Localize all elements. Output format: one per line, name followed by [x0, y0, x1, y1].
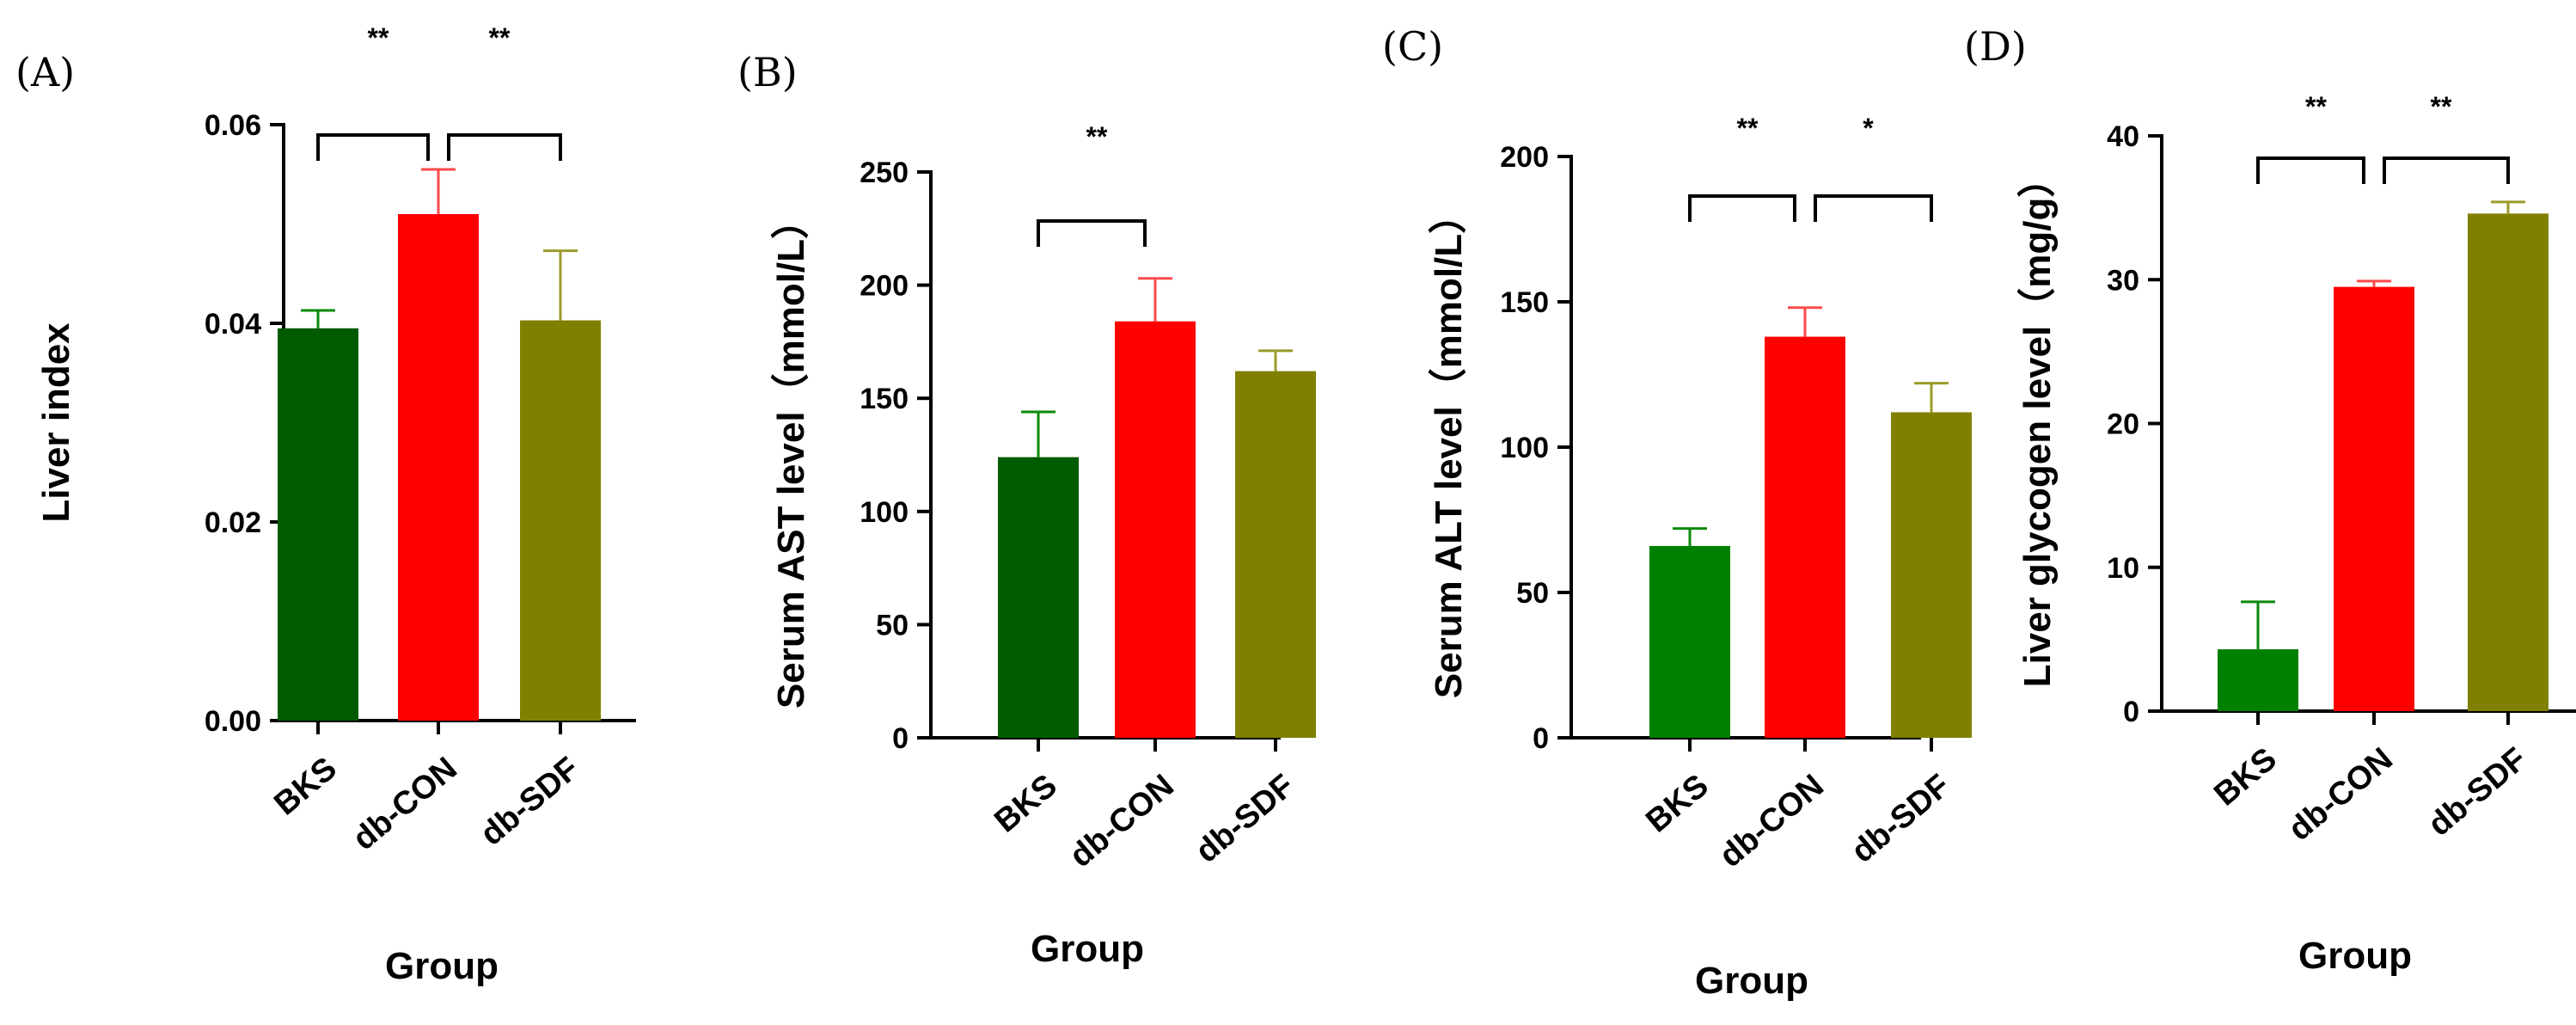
significance-label: **	[2305, 91, 2327, 122]
bar-BKS	[278, 328, 358, 721]
y-tick-label: 250	[860, 157, 909, 189]
y-axis-label: Liver glycogen level（mg/g）	[2016, 160, 2059, 688]
bar-db-CON	[1765, 336, 1845, 738]
significance-bracket	[2383, 157, 2510, 184]
significance-bracket	[1814, 194, 1933, 222]
y-tick-label: 200	[860, 270, 909, 303]
bar-BKS	[2218, 649, 2298, 711]
y-tick-label: 50	[1516, 577, 1549, 610]
y-tick-label: 40	[2107, 120, 2139, 153]
x-axis-label: Group	[1695, 960, 1808, 1002]
panel-letter: (D)	[1964, 23, 2027, 70]
y-tick-label: 0.02	[205, 506, 261, 539]
panel-letter: (C)	[1382, 23, 1443, 70]
y-tick-label: 150	[860, 383, 909, 415]
bar-db-SDF	[2468, 213, 2548, 711]
bar-db-CON	[1115, 321, 1196, 738]
y-tick-label: 0	[892, 722, 909, 755]
x-axis-label: Group	[385, 945, 499, 987]
y-tick-label: 0.04	[205, 308, 261, 341]
significance-bracket	[316, 133, 430, 161]
significance-label: **	[1086, 121, 1108, 152]
y-tick-label: 100	[860, 496, 909, 529]
y-tick-label: 150	[1500, 286, 1549, 319]
y-axis-label: Serum ALT level（mmol/L）	[1428, 196, 1470, 698]
bar-BKS	[1649, 545, 1730, 738]
y-tick-label: 20	[2107, 408, 2139, 441]
chart-panel-4: (D)Liver glycogen level（mg/g）010203040BK…	[1964, 23, 2576, 977]
significance-label: **	[489, 22, 511, 53]
bar-db-CON	[398, 213, 479, 721]
bar-db-SDF	[1235, 371, 1316, 738]
y-tick-label: 30	[2107, 264, 2139, 297]
significance-bracket	[1037, 219, 1147, 247]
panel-letter: (B)	[737, 49, 798, 95]
y-tick-label: 0	[2123, 696, 2139, 728]
y-tick-label: 10	[2107, 552, 2139, 585]
y-tick-label: 0.00	[205, 705, 261, 738]
bar-db-SDF	[1891, 412, 1972, 738]
x-axis-label: Group	[2298, 935, 2412, 977]
y-tick-label: 100	[1500, 432, 1549, 464]
y-tick-label: 0.06	[205, 109, 261, 142]
significance-bracket	[447, 133, 562, 161]
significance-bracket	[2256, 157, 2365, 184]
y-axis-label: Serum AST level（mmol/L）	[770, 201, 812, 709]
x-axis-label: Group	[1031, 928, 1144, 970]
y-axis-label: Liver index	[35, 322, 77, 523]
significance-label: **	[2431, 91, 2452, 122]
y-tick-label: 0	[1533, 722, 1549, 755]
y-tick-label: 200	[1500, 141, 1549, 174]
significance-label: **	[1737, 113, 1759, 144]
significance-label: **	[368, 22, 389, 53]
bar-db-CON	[2334, 286, 2414, 711]
significance-bracket	[1688, 194, 1796, 222]
bar-BKS	[998, 457, 1079, 738]
bar-db-SDF	[520, 320, 601, 721]
panel-letter: (A)	[15, 49, 75, 95]
significance-label: *	[1863, 113, 1874, 144]
y-tick-label: 50	[876, 609, 909, 641]
